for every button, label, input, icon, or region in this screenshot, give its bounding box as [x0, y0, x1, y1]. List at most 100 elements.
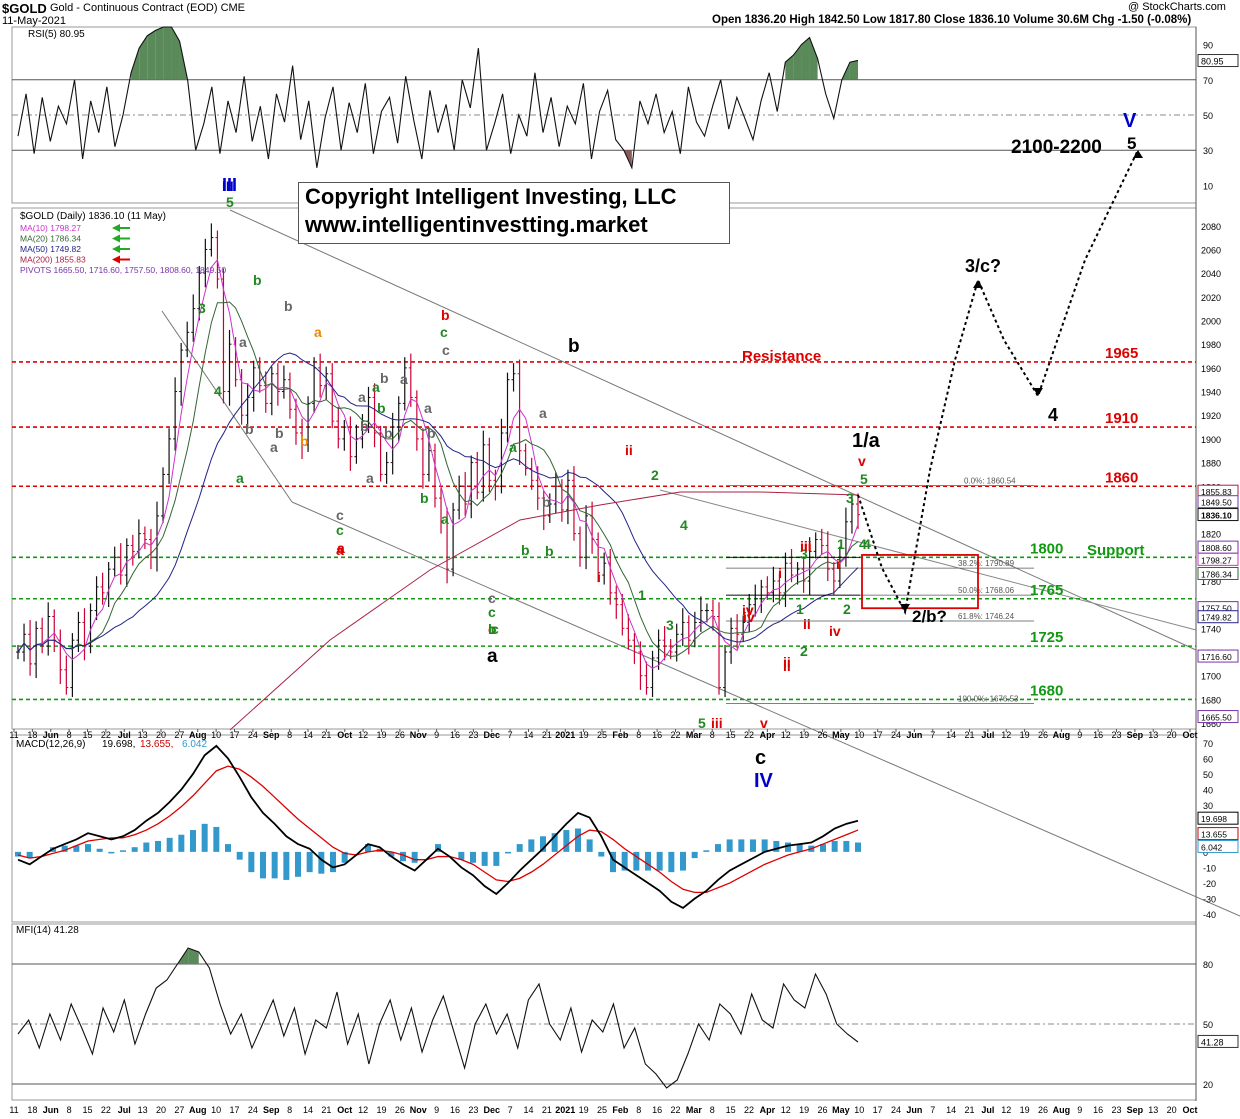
wave-label: 3: [198, 300, 206, 316]
rsi-title: RSI(5) 80.95: [28, 29, 85, 40]
price-value-box: [1197, 649, 1239, 663]
wave-label: a: [539, 405, 547, 421]
wave-5-label: 5: [1127, 134, 1136, 153]
price-x-tick: Mar: [686, 730, 703, 740]
wave-label: a: [509, 439, 517, 455]
bottom-x-tick: 14: [946, 1105, 956, 1115]
wave-label: i: [836, 556, 840, 572]
rsi-overbought-fill: [809, 37, 818, 80]
price-x-tick: 20: [156, 730, 166, 740]
rsi-overbought-fill: [801, 37, 810, 80]
price-x-tick: Oct: [337, 730, 352, 740]
macd-histogram-bar: [738, 839, 745, 852]
bottom-x-tick: 7: [508, 1105, 513, 1115]
macd-histogram-bar: [843, 840, 850, 852]
price-x-tick: 12: [1001, 730, 1011, 740]
price-x-tick: Jul: [981, 730, 994, 740]
legend-arrow-up-icon: [112, 245, 130, 253]
bottom-x-tick: 7: [930, 1105, 935, 1115]
macd-tick-label: 30: [1203, 801, 1213, 811]
wave-label: 4: [214, 383, 222, 399]
price-x-tick: 26: [1038, 730, 1048, 740]
bottom-x-tick: 26: [1038, 1105, 1048, 1115]
macd-histogram-bar: [213, 826, 220, 852]
wave-label: 2: [800, 643, 808, 659]
price-value-label: 1757.50: [1201, 604, 1232, 614]
price-x-tick: 23: [1111, 730, 1121, 740]
macd-histogram-bar: [341, 851, 348, 863]
bottom-x-tick: 26: [395, 1105, 405, 1115]
macd-histogram-bar: [691, 851, 698, 859]
wave-label: 5: [698, 715, 706, 731]
macd-histogram-bar: [773, 840, 780, 852]
price-value-box: [1197, 495, 1239, 509]
wave-label: c: [488, 621, 496, 637]
bottom-x-tick: 23: [468, 1105, 478, 1115]
bottom-x-tick: 21: [964, 1105, 974, 1115]
price-x-tick: 16: [450, 730, 460, 740]
price-x-tick: 19: [376, 730, 386, 740]
bottom-x-tick: 12: [1001, 1105, 1011, 1115]
wave-label: b: [521, 542, 530, 558]
price-tick-label: 1820: [1201, 530, 1221, 540]
wave-IV-label: IV: [754, 770, 774, 792]
channel-upper-line: [229, 209, 1197, 651]
wave-label: a: [336, 542, 344, 558]
wave-label: b: [420, 490, 429, 506]
resistance-text: Resistance: [742, 348, 821, 365]
projection-arrow-icon: [1033, 388, 1043, 396]
bottom-x-tick: Feb: [612, 1105, 629, 1115]
panel-frame-macd: [11, 734, 1197, 923]
chart-description: Gold - Continuous Contract (EOD) CME: [50, 2, 246, 14]
chart-symbol: $GOLD: [2, 1, 47, 16]
price-x-tick: 8: [287, 730, 292, 740]
support-text: Support: [1087, 542, 1145, 559]
wave-label: a: [424, 400, 432, 416]
rsi-tick-label: 10: [1203, 181, 1213, 191]
price-x-tick: 7: [508, 730, 513, 740]
wave-label: b: [384, 425, 393, 441]
bottom-x-tick: 22: [744, 1105, 754, 1115]
bottom-x-tick: 14: [303, 1105, 313, 1115]
wave-label: b: [360, 418, 369, 434]
bottom-x-tick: Oct: [1182, 1105, 1197, 1115]
bottom-x-tick: 18: [27, 1105, 37, 1115]
macd-histogram-bar: [481, 851, 488, 866]
bottom-x-tick: 26: [817, 1105, 827, 1115]
support-label: 1680: [1030, 682, 1063, 699]
macd-histogram-bar: [493, 851, 500, 866]
mfi-tick-label: 50: [1203, 1020, 1213, 1030]
legend-item: MA(10) 1798.27: [20, 223, 81, 233]
price-value-label: 1749.82: [1201, 613, 1232, 623]
macd-value-label: 6.042: [1201, 842, 1223, 852]
macd-histogram-bar: [178, 834, 185, 852]
wave-label: a: [372, 379, 380, 395]
rsi-value-box: [1197, 54, 1239, 68]
macd-histogram-bar: [330, 851, 336, 873]
price-x-tick: 9: [1077, 730, 1082, 740]
bottom-x-tick: 17: [873, 1105, 883, 1115]
price-x-tick: 8: [710, 730, 715, 740]
macd-histogram-bar: [155, 840, 161, 852]
price-x-tick: 16: [652, 730, 662, 740]
wave-label: b: [275, 425, 284, 441]
wave-label: a: [358, 389, 366, 405]
price-x-tick: 22: [744, 730, 754, 740]
price-x-tick: 18: [27, 730, 37, 740]
bottom-x-tick: 14: [523, 1105, 533, 1115]
macd-histogram-bar: [680, 851, 686, 871]
price-x-tick: 12: [358, 730, 368, 740]
bottom-x-tick: 23: [1111, 1105, 1121, 1115]
wave-label: v: [760, 715, 768, 731]
wave-label: c: [488, 604, 496, 620]
bottom-x-tick: Aug: [189, 1105, 207, 1115]
price-x-tick: 16: [1093, 730, 1103, 740]
macd-histogram-bar: [785, 842, 791, 852]
macd-histogram-bar: [563, 830, 570, 852]
macd-histogram-bar: [796, 844, 803, 852]
bottom-x-tick: 24: [248, 1105, 258, 1115]
macd-histogram-bar: [73, 845, 80, 852]
macd-histogram-bar: [820, 844, 826, 852]
wave-label: 5: [860, 471, 868, 487]
macd-histogram-bar: [540, 836, 546, 852]
